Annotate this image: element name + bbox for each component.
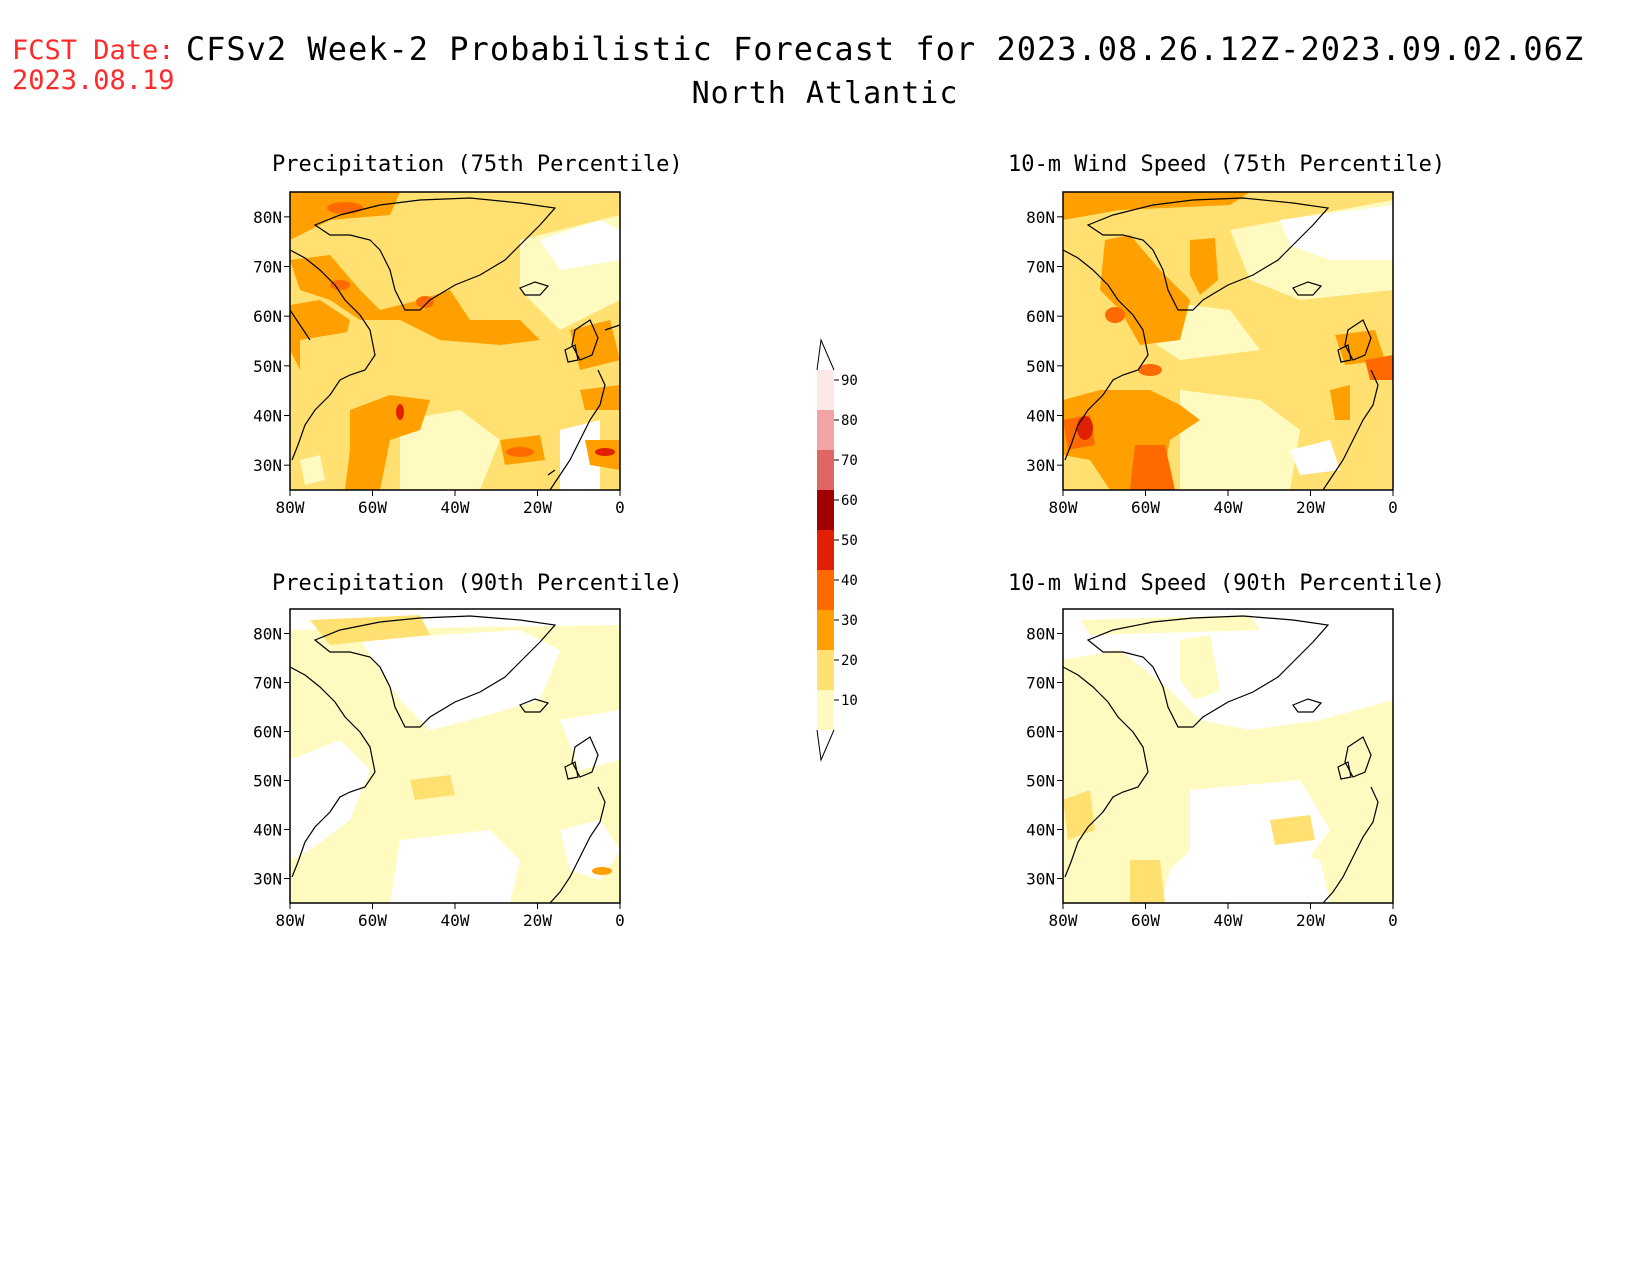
colorbar-swatch: [817, 410, 834, 450]
lat-tick-label: 30N: [253, 870, 282, 889]
lat-tick-label: 30N: [1026, 456, 1055, 475]
panel-title-wind-90: 10-m Wind Speed (90th Percentile): [1008, 571, 1446, 596]
colorbar-swatch: [817, 370, 834, 410]
colorbar-swatch: [817, 650, 834, 690]
lon-tick-label: 60W: [358, 911, 387, 930]
lon-tick-label: 0: [1388, 498, 1398, 517]
lon-tick-label: 60W: [358, 498, 387, 517]
lon-tick-label: 20W: [1296, 911, 1325, 930]
coastlines-wind-90: [1063, 615, 1379, 903]
map-wind-75: [1063, 192, 1393, 490]
lat-tick-label: 60N: [1026, 723, 1055, 742]
lat-tick-label: 40N: [253, 407, 282, 426]
lat-tick-label: 50N: [253, 357, 282, 376]
colorbar-label: 50: [841, 533, 858, 549]
colorbar-label: 20: [841, 653, 858, 669]
lon-tick-label: 40W: [441, 911, 470, 930]
colorbar-swatch: [817, 610, 834, 650]
lat-tick-label: 80N: [1026, 208, 1055, 227]
lat-tick-label: 50N: [1026, 772, 1055, 791]
page-title: CFSv2 Week-2 Probabilistic Forecast for …: [185, 30, 1585, 68]
coastlines-wind-75: [1063, 197, 1379, 490]
lon-tick-label: 40W: [441, 498, 470, 517]
lat-tick-label: 30N: [1026, 870, 1055, 889]
lon-tick-label: 40W: [1214, 498, 1243, 517]
colorbar-swatch: [817, 690, 834, 730]
lon-tick-label: 0: [615, 498, 625, 517]
forecast-date-value: 2023.08.19: [12, 65, 175, 96]
lat-tick-label: 70N: [253, 674, 282, 693]
colorbar-top-cap: [816, 338, 835, 371]
map-precip-90: [290, 609, 620, 903]
lon-tick-label: 80W: [276, 911, 305, 930]
colorbar-swatch: [817, 530, 834, 570]
lat-tick-label: 70N: [1026, 258, 1055, 277]
colorbar-label: 60: [841, 493, 858, 509]
forecast-date: FCST Date: 2023.08.19: [12, 36, 175, 96]
colorbar-swatch: [817, 450, 834, 490]
lon-tick-label: 20W: [1296, 498, 1325, 517]
lon-tick-label: 20W: [523, 911, 552, 930]
colorbar-label: 80: [841, 413, 858, 429]
lat-tick-label: 60N: [253, 307, 282, 326]
lat-tick-label: 40N: [253, 821, 282, 840]
lon-tick-label: 0: [1388, 911, 1398, 930]
coastlines-precip-75: [290, 197, 620, 490]
panel-title-wind-75: 10-m Wind Speed (75th Percentile): [1008, 152, 1446, 177]
lat-tick-label: 80N: [253, 625, 282, 644]
lon-tick-label: 0: [615, 911, 625, 930]
lon-tick-label: 40W: [1214, 911, 1243, 930]
lon-tick-label: 80W: [1049, 911, 1078, 930]
lat-tick-label: 70N: [1026, 674, 1055, 693]
colorbar: 90 80 70 60 50 40 30 20 10: [816, 338, 858, 762]
map-wind-90: [1063, 609, 1393, 903]
lat-tick-label: 80N: [1026, 625, 1055, 644]
lat-tick-label: 50N: [1026, 357, 1055, 376]
lat-tick-label: 70N: [253, 258, 282, 277]
page-subtitle: North Atlantic: [691, 76, 959, 111]
lat-tick-label: 40N: [1026, 821, 1055, 840]
lon-tick-label: 80W: [276, 498, 305, 517]
colorbar-bottom-cap: [816, 729, 835, 762]
forecast-date-label: FCST Date:: [12, 35, 175, 66]
lat-tick-label: 80N: [253, 208, 282, 227]
lat-tick-label: 60N: [1026, 307, 1055, 326]
lat-tick-label: 60N: [253, 723, 282, 742]
lat-tick-label: 30N: [253, 456, 282, 475]
panel-title-precip-90: Precipitation (90th Percentile): [272, 571, 683, 596]
colorbar-label: 30: [841, 613, 858, 629]
colorbar-label: 70: [841, 453, 858, 469]
map-axes: 80N 70N 60N 50N 40N 30N 80W 60W 40W 20W 0 80N 70N 60N…: [253, 208, 1398, 930]
colorbar-swatch: [817, 570, 834, 610]
coastlines-precip-90: [290, 615, 606, 903]
panel-title-precip-75: Precipitation (75th Percentile): [272, 152, 683, 177]
colorbar-label: 10: [841, 693, 858, 709]
lon-tick-label: 60W: [1131, 911, 1160, 930]
lat-tick-label: 40N: [1026, 407, 1055, 426]
lat-tick-label: 50N: [253, 772, 282, 791]
colorbar-label: 90: [841, 373, 858, 389]
lon-tick-label: 80W: [1049, 498, 1078, 517]
map-precip-75: [290, 192, 620, 490]
lon-tick-label: 20W: [523, 498, 552, 517]
colorbar-swatch: [817, 490, 834, 530]
colorbar-label: 40: [841, 573, 858, 589]
lon-tick-label: 60W: [1131, 498, 1160, 517]
